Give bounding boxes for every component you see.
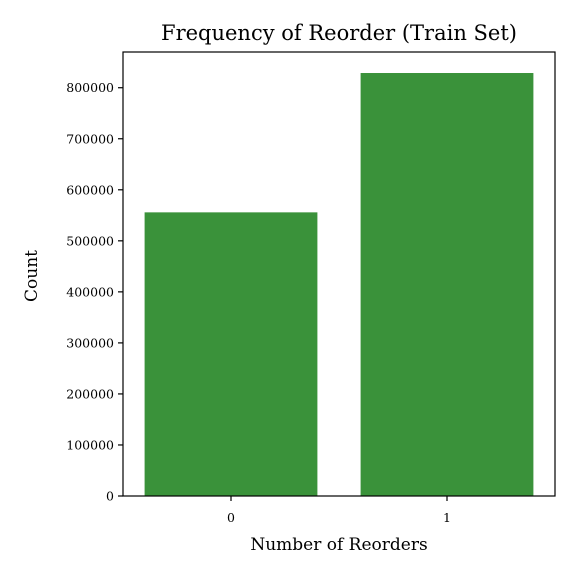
y-tick-label: 600000 [66,182,114,197]
chart-title: Frequency of Reorder (Train Set) [161,21,517,45]
x-axis-label: Number of Reorders [250,535,427,555]
y-tick-label: 200000 [66,386,114,401]
x-tick-label: 1 [443,510,451,525]
y-tick-label: 400000 [66,284,114,299]
y-tick-label: 800000 [66,80,114,95]
y-tick-label: 700000 [66,131,114,146]
bar-0 [144,212,318,496]
y-tick-label: 0 [106,489,114,504]
y-tick-label: 100000 [66,437,114,452]
x-tick-label: 0 [227,510,235,525]
plot-frame [122,51,556,497]
bar-1 [360,73,534,496]
y-tick-label: 300000 [66,335,114,350]
plot-area: 0 100000 200000 300000 400000 500000 600000 700… [66,51,556,525]
y-tick-label: 500000 [66,233,114,248]
y-axis-label: Count [22,250,42,302]
